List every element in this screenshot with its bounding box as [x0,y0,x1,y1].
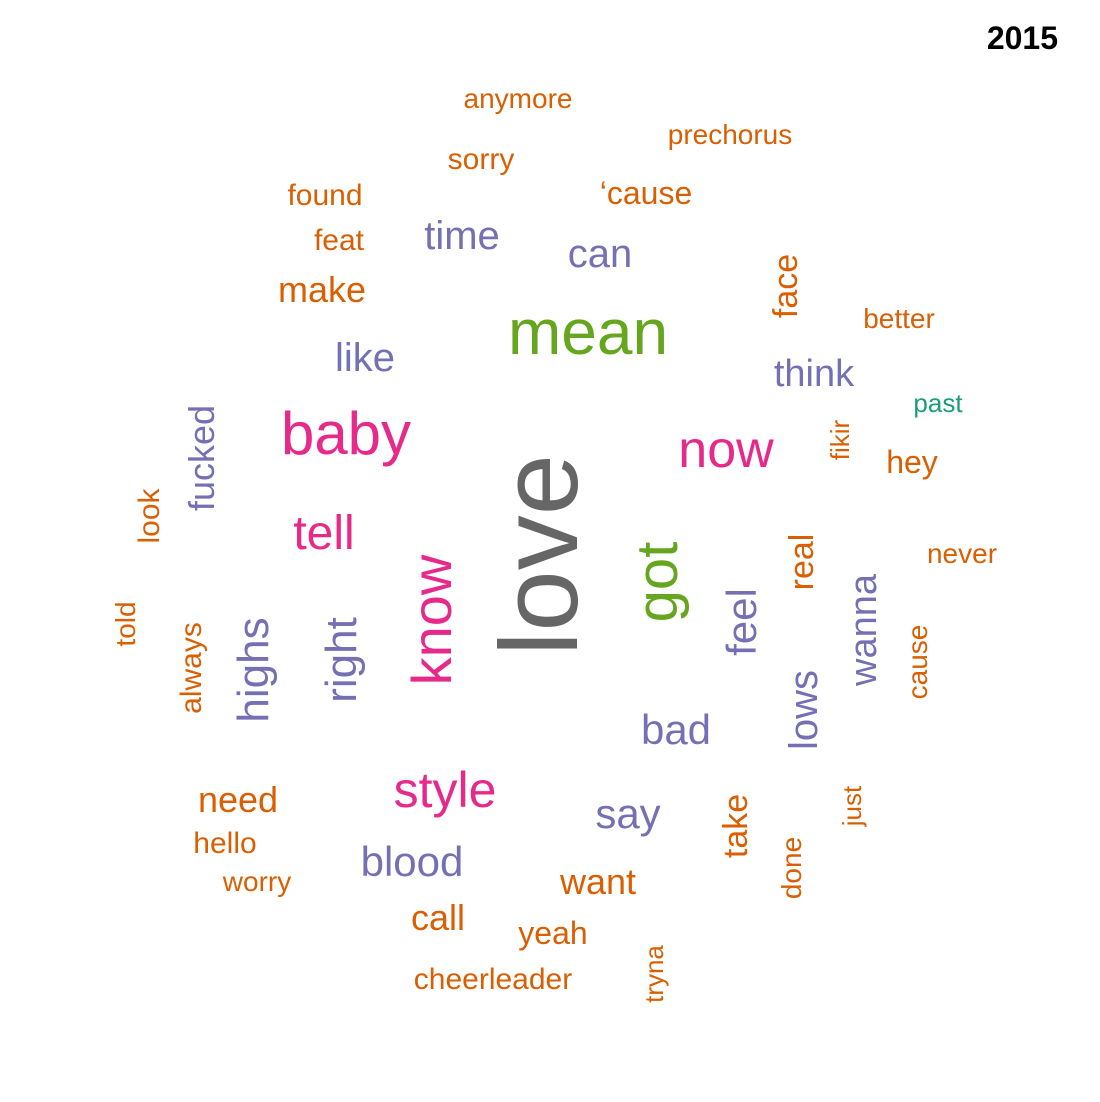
word-29: sorry [447,143,515,176]
word-27: face [767,253,805,319]
word-43: worry [222,866,292,897]
word-41: better [863,303,935,334]
word-15: say [595,790,661,837]
word-30: feat [313,224,365,257]
word-16: like [334,336,396,380]
word-45: just [837,785,867,827]
word-6: style [393,762,497,818]
word-34: hello [193,827,257,860]
word-37: cause [902,624,933,700]
word-19: think [773,353,855,395]
word-33: hey [886,444,938,480]
word-7: tell [293,507,355,560]
word-14: blood [360,838,464,885]
word-40: anymore [463,83,573,114]
word-31: found [287,179,363,212]
word-10: feel [718,588,765,656]
word-17: time [424,214,500,258]
word-44: done [776,836,807,900]
word-35: look [133,488,166,544]
word-46: told [110,601,141,647]
word-0: love [478,454,601,656]
word-20: fucked [181,404,222,512]
word-28: ‘cause [599,175,693,211]
word-48: fikir [825,419,855,461]
word-11: wanna [843,574,885,686]
word-12: lows [782,669,826,751]
word-8: right [317,617,366,703]
word-23: want [559,861,637,902]
word-36: always [175,622,208,714]
word-25: take [717,793,755,859]
word-18: can [567,232,633,276]
word-42: cheerleader [413,963,573,996]
word-5: now [678,421,774,479]
word-39: prechorus [667,119,793,150]
word-49: past [913,388,963,418]
word-13: bad [640,706,712,753]
word-1: mean [507,296,669,368]
word-3: baby [280,400,412,467]
word-2: got [625,541,690,623]
word-47: tryna [639,945,669,1003]
word-4: know [400,554,463,686]
word-32: yeah [518,915,588,951]
word-38: never [926,538,998,569]
panel-label: 2015 [986,20,1058,56]
word-22: need [197,779,279,820]
word-21: make [277,269,367,310]
word-24: call [410,897,466,938]
word-9: highs [229,617,278,723]
word-26: real [783,533,821,591]
